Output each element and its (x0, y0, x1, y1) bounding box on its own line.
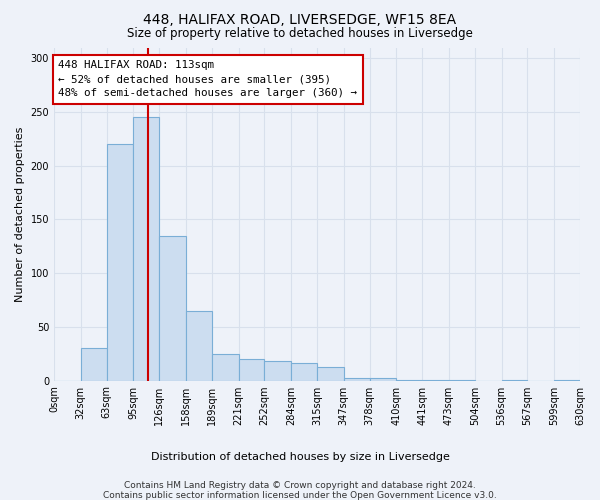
Bar (370, 378, 397, 380)
Text: Contains public sector information licensed under the Open Government Licence v3: Contains public sector information licen… (103, 491, 497, 500)
Bar (344, 378, 370, 380)
Text: Size of property relative to detached houses in Liversedge: Size of property relative to detached ho… (127, 28, 473, 40)
Bar (291, 364, 317, 380)
Bar (239, 359, 265, 380)
Text: Distribution of detached houses by size in Liversedge: Distribution of detached houses by size … (151, 452, 449, 462)
Text: 448 HALIFAX ROAD: 113sqm
← 52% of detached houses are smaller (395)
48% of semi-: 448 HALIFAX ROAD: 113sqm ← 52% of detach… (58, 60, 357, 98)
Bar (265, 362, 291, 380)
Y-axis label: Number of detached properties: Number of detached properties (15, 126, 25, 302)
Bar (107, 144, 133, 380)
Bar (159, 236, 186, 380)
Bar (212, 354, 239, 380)
Bar (133, 118, 159, 380)
Text: 448, HALIFAX ROAD, LIVERSEDGE, WF15 8EA: 448, HALIFAX ROAD, LIVERSEDGE, WF15 8EA (143, 12, 457, 26)
Bar (186, 311, 212, 380)
Text: Contains HM Land Registry data © Crown copyright and database right 2024.: Contains HM Land Registry data © Crown c… (124, 481, 476, 490)
Bar (317, 366, 344, 380)
Bar (81, 348, 107, 380)
